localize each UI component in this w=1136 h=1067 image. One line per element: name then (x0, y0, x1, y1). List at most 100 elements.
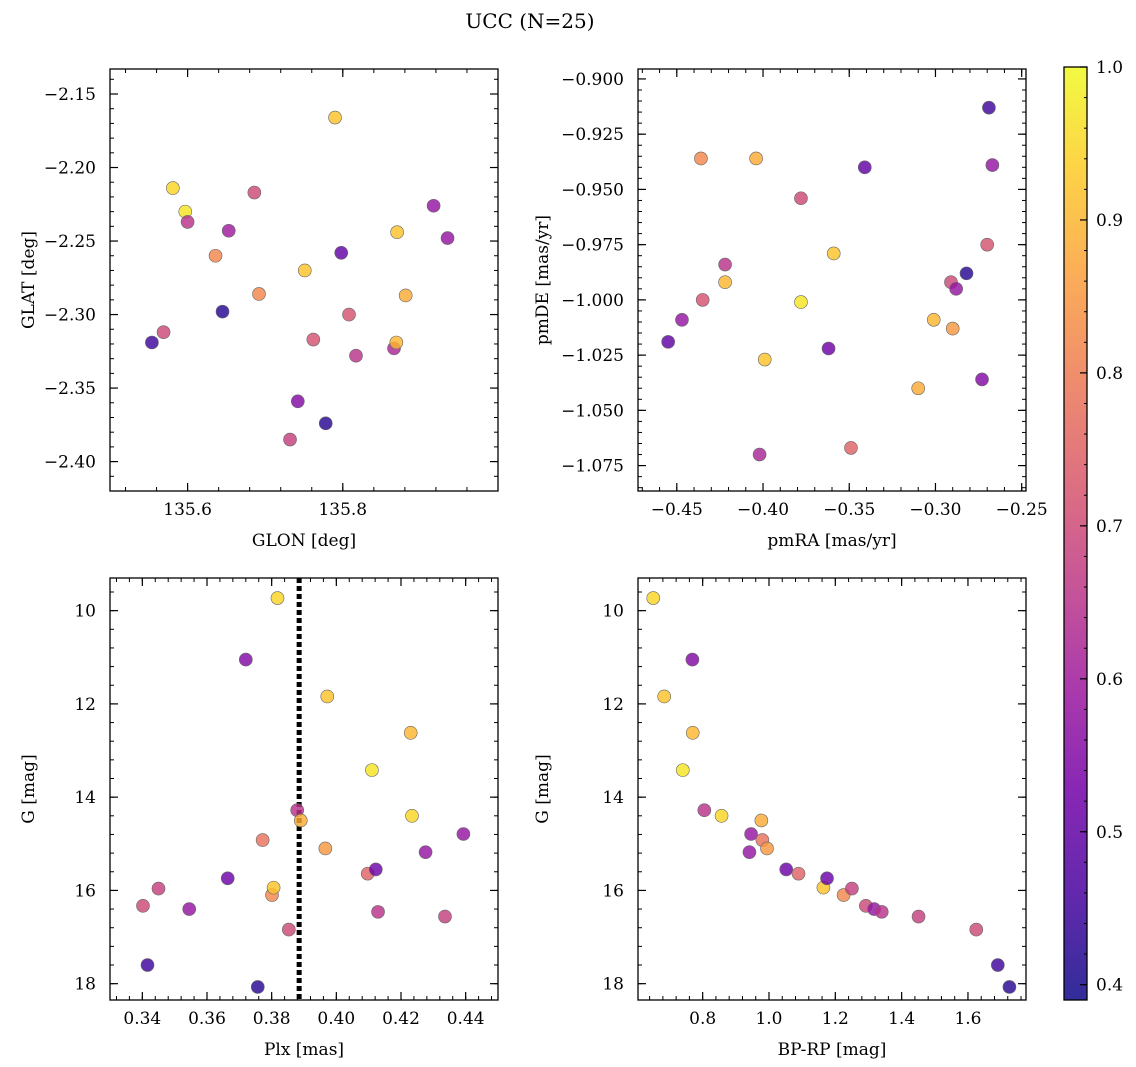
scatter-point (661, 335, 675, 349)
colorbar-tick-label: 0.9 (1096, 211, 1123, 231)
axes-frame (637, 577, 1027, 1001)
y-tick-label: −2.40 (44, 453, 96, 473)
x-tick-label: 135.6 (163, 500, 212, 520)
scatter-point (791, 866, 806, 881)
scatter-point (675, 312, 689, 327)
y-axis-label: G [mag] (19, 754, 39, 823)
x-tick-label: 1.2 (822, 1009, 849, 1029)
y-tick-label: −1.000 (561, 291, 624, 311)
y-axis-label: pmDE [mas/yr] (533, 215, 553, 345)
scatter-point (140, 958, 155, 972)
scatter-point (282, 922, 296, 937)
scatter-point (320, 689, 335, 704)
x-tick-label: −0.35 (823, 500, 875, 520)
x-tick-label: −0.40 (737, 500, 789, 520)
scatter-point (757, 352, 772, 367)
scatter-point (371, 905, 385, 919)
colorbar-tick-label: 0.8 (1096, 364, 1123, 384)
scatter-point (794, 191, 808, 206)
subplot-1: 135.6 135.8 −2.15 −2.20 −2.25 −2.30 −2.35 −2.40… (19, 68, 499, 551)
scatter-point (389, 335, 404, 350)
scatter-point (694, 151, 708, 166)
scatter-point (390, 225, 404, 240)
scatter-point (949, 282, 963, 296)
y-tick-label: −0.900 (561, 70, 624, 90)
y-tick-label: −2.30 (44, 306, 96, 326)
y-tick-label: 12 (602, 695, 624, 715)
scatter-point (221, 223, 236, 238)
scatter-point (426, 198, 441, 213)
y-tick-label: 10 (602, 602, 624, 622)
scatter-point (398, 288, 413, 303)
scatter-point (969, 922, 984, 937)
y-tick-label: −2.20 (44, 159, 96, 179)
scatter-point (718, 275, 732, 290)
y-tick-label: −2.15 (44, 85, 96, 105)
y-tick-label: 14 (74, 788, 96, 808)
scatter-point (328, 110, 342, 125)
x-tick-label: 0.34 (123, 1009, 161, 1029)
scatter-point (821, 341, 836, 356)
axes-frame (109, 68, 499, 492)
y-tick-label: 12 (74, 695, 96, 715)
scatter-point (911, 909, 926, 924)
colorbar-tick-label: 0.4 (1096, 976, 1123, 996)
y-tick-label: −2.35 (44, 379, 96, 399)
scatter-point (297, 263, 312, 278)
y-tick-label: 16 (74, 881, 96, 901)
scatter-point (985, 158, 1000, 172)
scatter-point (749, 151, 763, 166)
x-tick-label: 0.40 (317, 1009, 355, 1029)
scatter-point (980, 237, 995, 252)
x-tick-label: 1.0 (755, 1009, 782, 1029)
y-tick-label: −1.025 (561, 346, 624, 366)
scatter-point (220, 871, 235, 886)
scatter-point (845, 881, 859, 896)
scatter-point (318, 416, 333, 431)
scatter-point (334, 245, 349, 260)
scatter-point (646, 591, 661, 605)
x-axis-label: Plx [mas] (264, 1040, 344, 1060)
y-tick-label: 16 (602, 881, 624, 901)
scatter-point (744, 827, 758, 841)
x-tick-label: 135.8 (318, 500, 367, 520)
scatter-point (145, 335, 159, 350)
scatter-point (752, 447, 767, 462)
scatter-point (283, 432, 297, 447)
scatter-point (975, 372, 989, 387)
x-axis-label: GLON [deg] (252, 531, 356, 551)
scatter-point (365, 763, 379, 777)
scatter-point (156, 325, 171, 339)
scatter-point (180, 215, 195, 229)
scatter-point (456, 827, 471, 841)
scatter-point (250, 980, 265, 994)
scatter-point (695, 293, 710, 307)
scatter-point (208, 248, 223, 263)
colorbar-tick-label: 0.7 (1096, 517, 1123, 537)
scatter-point (844, 441, 858, 455)
scatter-point (342, 307, 356, 322)
scatter-point (418, 845, 433, 859)
scatter-point (266, 880, 281, 895)
scatter-point (293, 813, 308, 828)
scatter-point (675, 763, 690, 777)
scatter-point (182, 902, 197, 916)
scatter-point (151, 881, 166, 896)
scatter-point (697, 803, 712, 818)
scatter-point (820, 871, 834, 886)
x-tick-label: 1.6 (954, 1009, 981, 1029)
scatter-point (826, 246, 841, 261)
scatter-point (306, 332, 321, 347)
y-tick-label: −1.075 (561, 457, 624, 477)
x-tick-label: 1.4 (888, 1009, 915, 1029)
scatter-point (685, 652, 700, 667)
scatter-point (959, 266, 974, 281)
scatter-point (247, 185, 262, 200)
figure-title: UCC (N=25) (465, 9, 594, 33)
y-axis-label: G [mag] (533, 754, 553, 823)
scatter-point (215, 304, 230, 319)
scatter-point (718, 257, 732, 272)
scatter-point (349, 348, 363, 363)
subplot-4: 0.8 1.0 1.2 1.4 1.6 10 12 14 16 18 BP-RP [mag] G [m… (533, 577, 1027, 1060)
